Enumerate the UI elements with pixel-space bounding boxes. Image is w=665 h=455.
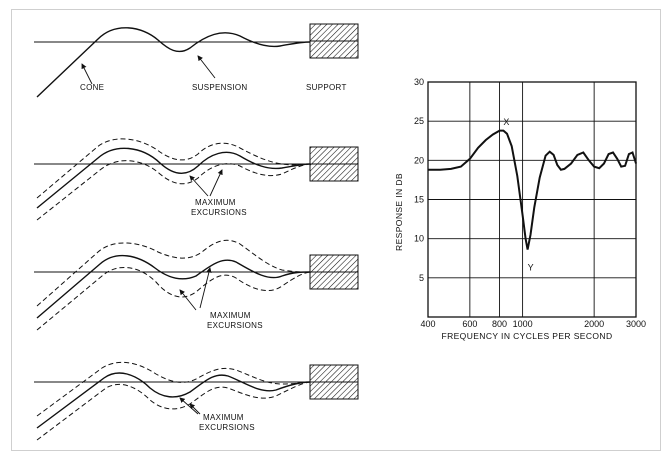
chart-series [428,129,637,250]
annotation-y: Y [528,262,534,272]
cone-curve-excursion-up [36,239,311,307]
y-tick-label: 10 [414,234,424,244]
cone-pointer [81,63,93,85]
cone-curve-rest [36,254,311,319]
y-tick-label: 30 [414,77,424,87]
x-tick-label: 3000 [626,319,646,329]
cone-curve-excursion-up [36,361,311,417]
suspension-label: SUSPENSION [192,83,247,92]
y-tick-label: 5 [419,273,424,283]
max-excursions-label-line1: MAXIMUM [210,311,251,320]
max-excursions-label-line2: EXCURSIONS [191,208,247,217]
response-curve [428,129,637,250]
chart-grid [427,81,637,318]
support-block [309,364,359,400]
chart-tick-labels: 5 10 15 20 25 30 400 600 800 1000 2000 3000 [414,77,646,329]
support-block [309,254,359,290]
support-block [309,23,359,59]
cone-label: CONE [80,83,104,92]
x-axis-label: FREQUENCY IN CYCLES PER SECOND [441,331,612,341]
x-tick-label: 2000 [584,319,604,329]
excursion-pointer [179,397,199,415]
figure-frame [11,9,661,451]
excursion-pointer [189,175,209,197]
max-excursions-label-line1: MAXIMUM [203,413,244,422]
x-tick-label: 1000 [513,319,533,329]
annotation-x: X [503,117,509,127]
x-tick-label: 400 [420,319,435,329]
y-tick-label: 20 [414,155,424,165]
max-excursions-label-line1: MAXIMUM [195,198,236,207]
panel-rest-position: CONE SUSPENSION SUPPORT [34,23,359,98]
support-block [309,146,359,182]
max-excursions-label-line2: EXCURSIONS [207,321,263,330]
excursion-pointer [209,169,223,197]
excursion-pointer [179,289,197,311]
panel-excursion-1: MAXIMUM EXCURSIONS [34,138,359,221]
cone-curve-excursion-down [36,381,311,441]
cone-curve-excursion-down [36,266,311,331]
chart-annotations: XY [503,117,533,272]
y-tick-label: 15 [414,195,424,205]
cone-curve-rest [36,372,311,429]
cone-curve-rest [36,147,311,209]
excursion-pointer [189,403,201,415]
excursion-pointer [199,267,212,309]
panel-excursion-2: MAXIMUM EXCURSIONS [34,239,359,331]
max-excursions-label-line2: EXCURSIONS [199,423,255,432]
x-tick-label: 800 [492,319,507,329]
y-axis-label: RESPONSE IN DB [394,173,404,251]
suspension-pointer [197,55,216,79]
cone-curve-excursion-up [36,138,311,199]
x-tick-label: 600 [462,319,477,329]
y-tick-label: 25 [414,116,424,126]
support-label: SUPPORT [306,83,347,92]
cone-suspension-curve [36,27,311,98]
panel-excursion-3: MAXIMUM EXCURSIONS [34,361,359,441]
